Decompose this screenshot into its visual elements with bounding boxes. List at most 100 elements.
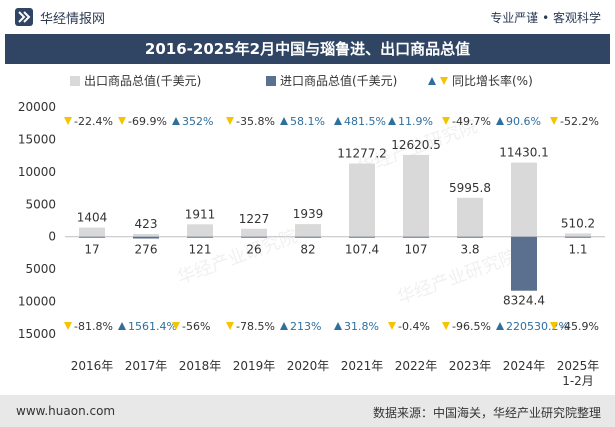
y-tick-label: 5000 — [25, 262, 56, 276]
growth-up-icon — [172, 117, 180, 125]
growth-up-icon — [280, 322, 288, 330]
x-tick-label: 2017年 — [125, 359, 168, 373]
import-bar — [133, 236, 159, 239]
export-bar — [349, 163, 375, 237]
growth-up-icon — [496, 117, 504, 125]
growth-down-icon — [388, 322, 396, 330]
import-bar — [565, 236, 591, 238]
import-growth-label: -45.9% — [560, 320, 599, 333]
export-growth-label: -49.7% — [452, 115, 491, 128]
export-value-label: 1939 — [293, 207, 324, 221]
import-value-label: 8324.4 — [503, 294, 545, 308]
import-growth-label: -96.5% — [452, 320, 491, 333]
import-value-label: 82 — [300, 243, 315, 257]
x-tick-label: 1-2月 — [562, 374, 594, 388]
x-tick-label: 2025年 — [557, 359, 600, 373]
import-bar — [187, 236, 213, 238]
import-value-label: 17 — [84, 243, 99, 257]
growth-down-icon — [550, 117, 558, 125]
legend-export-label: 出口商品总值(千美元) — [84, 73, 201, 88]
legend-growth-label: 同比增长率(%) — [452, 73, 533, 88]
import-bar — [403, 236, 429, 238]
export-value-label: 423 — [135, 217, 158, 231]
slogan: 专业严谨 • 客观科学 — [490, 11, 601, 25]
export-value-label: 11430.1 — [499, 146, 549, 160]
y-tick-label: 15000 — [18, 132, 56, 146]
legend-export-swatch — [70, 76, 80, 86]
import-bar — [511, 236, 537, 291]
import-growth-label: 1561.4% — [128, 320, 177, 333]
x-tick-label: 2022年 — [395, 359, 438, 373]
y-tick-label: 20000 — [18, 100, 56, 114]
import-bar — [79, 236, 105, 238]
growth-up-icon — [118, 322, 126, 330]
export-bar — [403, 154, 429, 237]
growth-down-icon — [226, 322, 234, 330]
top-bar: 华经情报网 专业严谨 • 客观科学 — [0, 0, 615, 34]
x-tick-label: 2019年 — [233, 359, 276, 373]
x-tick-label: 2024年 — [503, 359, 546, 373]
export-bar — [457, 197, 483, 237]
x-tick-label: 2023年 — [449, 359, 492, 373]
growth-down-icon — [442, 117, 450, 125]
export-bar — [79, 227, 105, 237]
y-tick-label: 5000 — [25, 197, 56, 211]
footer-website: www.huaon.com — [16, 404, 116, 418]
x-tick-label: 2018年 — [179, 359, 222, 373]
footer: www.huaon.com 数据来源：中国海关，华经产业研究院整理 — [0, 395, 615, 427]
import-growth-label: -78.5% — [236, 320, 275, 333]
brand-name: 华经情报网 — [40, 11, 106, 27]
import-value-label: 1.1 — [568, 243, 587, 257]
export-value-label: 1911 — [185, 207, 216, 221]
import-value-label: 26 — [246, 243, 261, 257]
growth-down-icon — [172, 322, 180, 330]
brand-logo-icon — [15, 8, 33, 26]
legend-down-icon — [440, 77, 448, 85]
import-growth-label: -81.8% — [74, 320, 113, 333]
x-tick-label: 2021年 — [341, 359, 384, 373]
chart-title: 2016-2025年2月中国与瑙鲁进、出口商品总值 — [144, 40, 471, 58]
export-bar — [241, 228, 267, 237]
export-growth-label: 58.1% — [290, 115, 325, 128]
import-bar — [295, 236, 321, 238]
import-value-label: 3.8 — [460, 243, 479, 257]
growth-down-icon — [442, 322, 450, 330]
growth-down-icon — [550, 322, 558, 330]
import-value-label: 107 — [405, 243, 428, 257]
growth-down-icon — [118, 117, 126, 125]
export-value-label: 1227 — [239, 212, 270, 226]
growth-down-icon — [64, 117, 72, 125]
y-tick-label: 15000 — [18, 327, 56, 341]
export-value-label: 510.2 — [561, 216, 595, 230]
export-growth-label: -22.4% — [74, 115, 113, 128]
export-bar — [565, 233, 591, 237]
x-tick-label: 2020年 — [287, 359, 330, 373]
import-bar — [241, 236, 267, 238]
export-bar — [511, 162, 537, 237]
import-bar — [349, 236, 375, 238]
legend-import-label: 进口商品总值(千美元) — [280, 73, 397, 88]
y-tick-label: 0 — [48, 230, 56, 244]
export-growth-label: 481.5% — [344, 115, 386, 128]
growth-up-icon — [388, 117, 396, 125]
import-growth-label: -56% — [182, 320, 210, 333]
export-growth-label: -35.8% — [236, 115, 275, 128]
title-bar: 2016-2025年2月中国与瑙鲁进、出口商品总值 — [5, 34, 610, 64]
x-tick-label: 2016年 — [71, 359, 114, 373]
export-growth-label: -52.2% — [560, 115, 599, 128]
growth-up-icon — [334, 117, 342, 125]
export-bar — [133, 233, 159, 237]
import-growth-label: 31.8% — [344, 320, 379, 333]
import-growth-label: -0.4% — [398, 320, 430, 333]
export-growth-label: -69.9% — [128, 115, 167, 128]
footer-source: 数据来源：中国海关，华经产业研究院整理 — [372, 406, 601, 420]
export-bar — [187, 224, 213, 237]
growth-up-icon — [496, 322, 504, 330]
export-value-label: 11277.2 — [337, 147, 387, 161]
export-growth-label: 90.6% — [506, 115, 541, 128]
y-tick-label: 10000 — [18, 295, 56, 309]
brand: 华经情报网 — [14, 7, 105, 27]
legend-up-icon — [428, 77, 436, 85]
